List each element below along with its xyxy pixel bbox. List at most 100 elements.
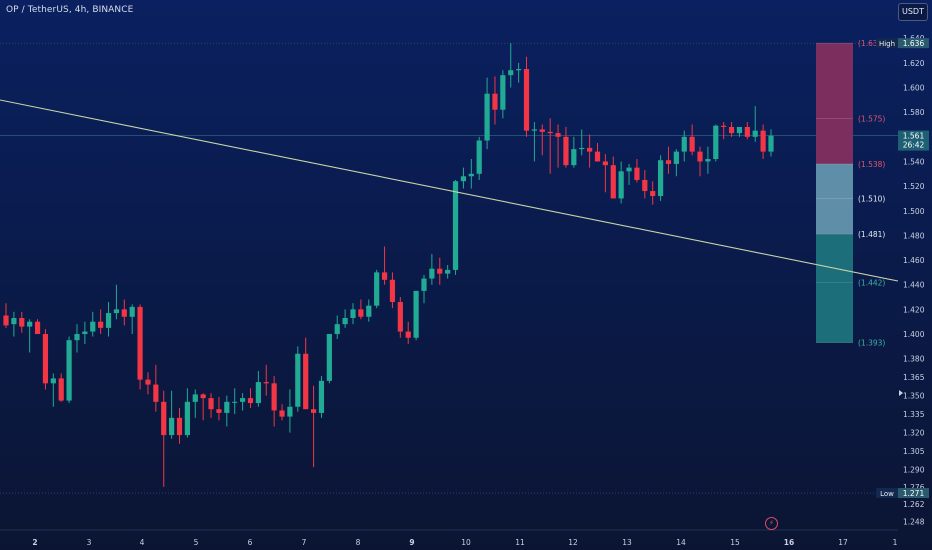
candle-body[interactable]: [563, 136, 569, 166]
lightning-icon[interactable]: ⚡: [765, 517, 778, 530]
currency-button[interactable]: USDT: [898, 3, 928, 21]
candle-body[interactable]: [460, 176, 467, 182]
candle-body[interactable]: [27, 321, 33, 327]
candle-body[interactable]: [153, 384, 159, 402]
candle-body[interactable]: [161, 401, 167, 436]
candle-body[interactable]: [200, 394, 206, 399]
candle-body[interactable]: [626, 167, 632, 172]
candle-body[interactable]: [594, 151, 601, 162]
candle-body[interactable]: [169, 417, 175, 436]
candle-body[interactable]: [665, 160, 672, 164]
candle-body[interactable]: [74, 334, 80, 341]
candle-body[interactable]: [508, 70, 514, 76]
trend-line[interactable]: [0, 99, 899, 282]
candle-body[interactable]: [429, 268, 435, 279]
candle-body[interactable]: [587, 147, 593, 152]
candle-body[interactable]: [697, 151, 703, 162]
candle-body[interactable]: [208, 398, 214, 410]
candle-body[interactable]: [137, 306, 143, 380]
candle-body[interactable]: [192, 394, 198, 402]
candle-body[interactable]: [145, 379, 151, 385]
candle-body[interactable]: [531, 129, 538, 131]
candle-body[interactable]: [405, 331, 411, 338]
candle-body[interactable]: [350, 309, 356, 318]
candle-body[interactable]: [397, 301, 403, 332]
candle-body[interactable]: [232, 401, 238, 403]
candle-body[interactable]: [3, 315, 9, 326]
candle-body[interactable]: [421, 278, 427, 291]
candle-body[interactable]: [247, 398, 254, 404]
candle-body[interactable]: [476, 140, 482, 174]
candle-body[interactable]: [176, 417, 183, 436]
candle-body[interactable]: [334, 324, 340, 335]
candle-body[interactable]: [547, 131, 553, 134]
candle-body[interactable]: [279, 410, 285, 417]
candle-body[interactable]: [374, 272, 380, 306]
candle-body[interactable]: [326, 334, 332, 381]
candle-body[interactable]: [705, 159, 711, 162]
candle-body[interactable]: [539, 129, 545, 132]
scroll-right-icon[interactable]: [899, 390, 903, 396]
candle-body[interactable]: [728, 126, 735, 134]
candle-body[interactable]: [650, 191, 656, 196]
candle-body[interactable]: [98, 321, 104, 328]
candle-body[interactable]: [342, 318, 348, 325]
candle-body[interactable]: [760, 130, 766, 152]
candle-body[interactable]: [42, 334, 49, 384]
candle-body[interactable]: [224, 401, 230, 413]
candle-body[interactable]: [295, 353, 301, 407]
candle-body[interactable]: [121, 309, 127, 317]
candle-body[interactable]: [389, 279, 396, 302]
candle-body[interactable]: [105, 313, 112, 328]
candle-body[interactable]: [129, 306, 135, 317]
candle-body[interactable]: [571, 149, 577, 166]
candle-body[interactable]: [445, 269, 451, 274]
candle-body[interactable]: [58, 378, 64, 401]
candle-body[interactable]: [713, 125, 719, 159]
candle-body[interactable]: [555, 133, 561, 137]
candle-body[interactable]: [752, 130, 758, 137]
candle-body[interactable]: [381, 272, 388, 280]
candle-body[interactable]: [271, 383, 277, 411]
candle-body[interactable]: [66, 340, 72, 401]
candle-body[interactable]: [263, 382, 269, 384]
candle-body[interactable]: [358, 309, 364, 317]
candle-body[interactable]: [673, 151, 679, 164]
candle-body[interactable]: [34, 321, 41, 335]
candle-body[interactable]: [634, 167, 640, 180]
candle-body[interactable]: [11, 318, 17, 325]
candle-body[interactable]: [216, 409, 222, 413]
candle-body[interactable]: [610, 165, 616, 199]
candle-body[interactable]: [184, 401, 190, 436]
candle-body[interactable]: [492, 93, 498, 110]
candle-body[interactable]: [618, 171, 624, 199]
candle-body[interactable]: [523, 69, 530, 131]
candle-body[interactable]: [744, 126, 750, 137]
candle-body[interactable]: [500, 75, 506, 110]
candle-body[interactable]: [19, 318, 25, 327]
candle-body[interactable]: [82, 331, 88, 335]
candle-body[interactable]: [113, 309, 120, 314]
candle-body[interactable]: [452, 181, 459, 270]
candle-body[interactable]: [468, 173, 474, 177]
candle-body[interactable]: [287, 406, 293, 417]
candle-body[interactable]: [642, 179, 648, 192]
candle-body[interactable]: [239, 398, 246, 402]
candle-body[interactable]: [516, 69, 522, 71]
candle-body[interactable]: [50, 378, 56, 384]
candle-body[interactable]: [602, 161, 608, 166]
candle-body[interactable]: [768, 135, 774, 152]
candle-body[interactable]: [579, 147, 585, 150]
candle-body[interactable]: [681, 136, 687, 152]
candle-body[interactable]: [255, 382, 261, 404]
candle-body[interactable]: [413, 290, 419, 338]
candle-body[interactable]: [90, 321, 96, 332]
candle-body[interactable]: [657, 160, 664, 196]
candle-body[interactable]: [437, 268, 443, 274]
candle-body[interactable]: [736, 126, 743, 134]
candle-body[interactable]: [484, 93, 490, 141]
candle-body[interactable]: [721, 125, 727, 127]
candle-body[interactable]: [310, 409, 317, 413]
candle-body[interactable]: [303, 353, 309, 410]
